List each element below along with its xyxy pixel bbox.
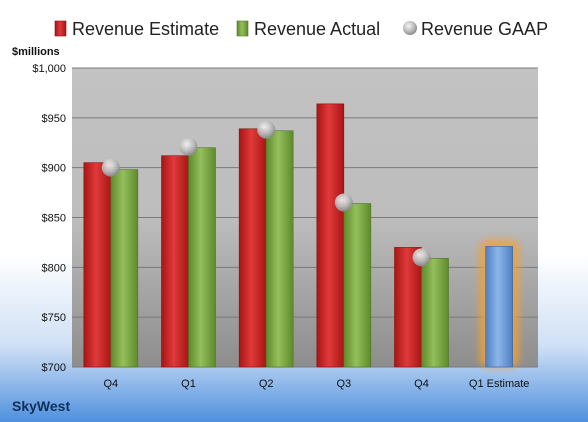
- bars: [83, 103, 519, 368]
- marker-revenue-gaap: [257, 120, 276, 139]
- y-tick-label: $900: [42, 163, 66, 175]
- bar-revenue-actual: [343, 203, 372, 368]
- x-tick-label: Q3: [336, 378, 351, 390]
- company-label: SkyWest: [12, 398, 70, 414]
- legend-swatch: [54, 20, 67, 37]
- y-tick-label: $750: [42, 312, 66, 324]
- legend-label: Revenue Actual: [254, 19, 380, 39]
- legend-swatch: [236, 20, 249, 37]
- unit-label: $millions: [12, 46, 60, 58]
- x-tick-label: Q2: [259, 378, 274, 390]
- x-tick-label: Q1: [181, 378, 196, 390]
- y-tick-label: $850: [42, 213, 66, 225]
- bar-revenue-estimate: [83, 162, 112, 368]
- bar-revenue-estimate: [316, 103, 345, 368]
- marker-revenue-gaap: [412, 248, 431, 267]
- x-axis-ticks: Q4 Q1 Q2 Q3 Q4 Q1 Estimate: [103, 378, 529, 390]
- x-tick-label: Q4: [414, 378, 429, 390]
- legend: Revenue Estimate Revenue Actual Revenue GA…: [54, 19, 548, 39]
- bar-q1-estimate: [485, 246, 513, 368]
- y-tick-label: $700: [42, 362, 66, 374]
- marker-revenue-gaap: [334, 193, 353, 212]
- grid-lines: [72, 67, 538, 368]
- x-tick-label: Q1 Estimate: [469, 378, 530, 390]
- gaap-markers: [101, 120, 431, 267]
- legend-label: Revenue GAAP: [421, 19, 548, 39]
- bar-revenue-estimate: [238, 128, 267, 368]
- y-tick-label: $950: [42, 113, 66, 125]
- y-axis-ticks: $700 $750 $800 $850 $900 $950 $1,000: [32, 63, 66, 374]
- marker-revenue-gaap: [101, 158, 120, 177]
- bar-revenue-actual: [265, 130, 294, 368]
- bar-revenue-estimate: [161, 155, 189, 368]
- bar-revenue-actual: [421, 258, 449, 368]
- y-tick-label: $1,000: [32, 63, 66, 75]
- y-tick-label: $800: [42, 262, 66, 274]
- legend-label: Revenue Estimate: [72, 19, 219, 39]
- marker-revenue-gaap: [179, 137, 198, 156]
- legend-swatch: [403, 21, 417, 35]
- bar-revenue-actual: [188, 147, 216, 368]
- bar-revenue-estimate: [394, 247, 422, 368]
- bar-revenue-actual: [110, 169, 139, 368]
- x-tick-label: Q4: [103, 378, 118, 390]
